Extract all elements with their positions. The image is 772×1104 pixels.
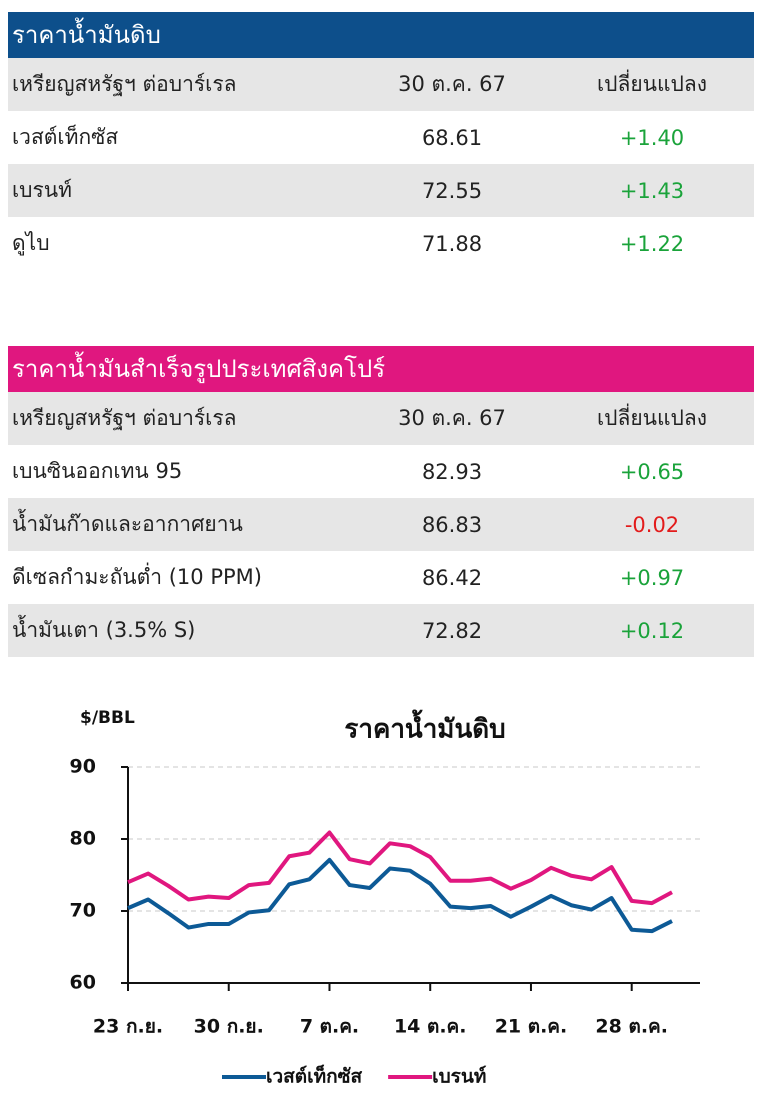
header-cell: เหรียญสหรัฐฯ ต่อบาร์เรล	[12, 406, 237, 430]
header-row: เหรียญสหรัฐฯ ต่อบาร์เรล 30 ต.ค. 67 เปลี่ยน…	[8, 58, 754, 111]
cell: เบนซินออกเทน 95	[12, 459, 183, 483]
x-tick-label: 21 ต.ค.	[495, 1016, 568, 1038]
header-cell: เปลี่ยนแปลง	[596, 406, 708, 430]
cell: +0.12	[619, 618, 685, 643]
cell: 82.93	[421, 459, 483, 484]
legend-label: เวสต์เท็กซัส	[266, 1064, 363, 1088]
cell: น้ำมันก๊าดและอากาศยาน	[12, 512, 243, 536]
data-row: ดูไบ 71.88 +1.22	[8, 217, 754, 270]
table-title: ราคาน้ำมันสำเร็จรูปประเทศสิงคโปร์	[8, 346, 754, 392]
cell: เบรนท์	[12, 178, 72, 202]
cell: เวสต์เท็กซัส	[12, 125, 119, 149]
cell: +0.97	[619, 565, 685, 590]
crude-table: ราคาน้ำมันดิบเหรียญสหรัฐฯ ต่อบาร์เรล 30 ต…	[8, 12, 754, 270]
legend-label: เบรนท์	[432, 1066, 486, 1088]
x-tick-label: 23 ก.ย.	[93, 1016, 163, 1038]
cell: +1.40	[619, 125, 685, 150]
chart: ราคาน้ำมันดิบ $/BBL 60 70 80 90 23 ก.ย. 30 ก.ย.…	[70, 708, 700, 1088]
data-row: เบนซินออกเทน 95 82.93 +0.65	[8, 445, 754, 498]
data-row: เวสต์เท็กซัส 68.61 +1.40	[8, 111, 754, 164]
y-tick-label: 90	[70, 756, 96, 778]
table-title: ราคาน้ำมันดิบ	[8, 12, 754, 58]
cell: +1.43	[619, 178, 685, 203]
data-row: เบรนท์ 72.55 +1.43	[8, 164, 754, 217]
x-tick-label: 14 ต.ค.	[394, 1016, 467, 1038]
header-cell: 30 ต.ค. 67	[398, 72, 506, 96]
line-series	[127, 857, 673, 934]
cell: ดูไบ	[12, 231, 50, 255]
header-cell: 30 ต.ค. 67	[398, 406, 506, 430]
y-tick-label: 60	[70, 972, 96, 994]
header-cell: เปลี่ยนแปลง	[596, 72, 708, 96]
cell: +0.65	[619, 459, 685, 484]
cell: 86.42	[421, 565, 483, 590]
x-tick-label: 7 ต.ค.	[300, 1016, 359, 1038]
cell: 86.83	[421, 512, 483, 537]
cell: 68.61	[421, 125, 483, 150]
y-tick-label: 70	[70, 900, 96, 922]
product-table: ราคาน้ำมันสำเร็จรูปประเทศสิงคโปร์ เหรียญส…	[8, 346, 754, 657]
line-series	[127, 830, 673, 906]
cell: 72.82	[421, 618, 483, 643]
y-axis-label: $/BBL	[80, 708, 135, 728]
chart-title: ราคาน้ำมันดิบ	[344, 709, 505, 745]
header-cell: เหรียญสหรัฐฯ ต่อบาร์เรล	[12, 72, 237, 96]
cell: -0.02	[624, 512, 680, 537]
cell: 71.88	[421, 231, 483, 256]
cell: ดีเซลกำมะถันต่ำ (10 PPM)	[12, 565, 262, 589]
data-row: น้ำมันก๊าดและอากาศยาน 86.83 -0.02	[8, 498, 754, 551]
cell: น้ำมันเตา (3.5% S)	[12, 618, 196, 642]
data-row: ดีเซลกำมะถันต่ำ (10 PPM) 86.42 +0.97	[8, 551, 754, 604]
header-row: เหรียญสหรัฐฯ ต่อบาร์เรล 30 ต.ค. 67 เปลี่ยน…	[8, 392, 754, 445]
x-tick-label: 30 ก.ย.	[194, 1016, 264, 1038]
data-row: น้ำมันเตา (3.5% S) 72.82 +0.12	[8, 604, 754, 657]
x-tick-label: 28 ต.ค.	[595, 1016, 668, 1038]
cell: 72.55	[421, 178, 483, 203]
cell: +1.22	[619, 231, 685, 256]
y-tick-label: 80	[70, 828, 96, 850]
